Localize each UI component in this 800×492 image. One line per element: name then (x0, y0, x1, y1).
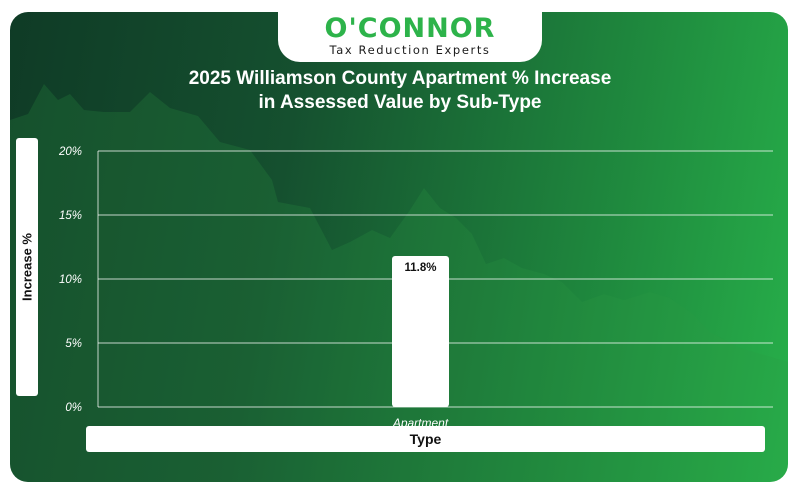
bar-data-label: 11.8% (405, 262, 437, 274)
y-tick-label: 15% (59, 210, 82, 222)
y-axis-label-box (16, 138, 38, 396)
y-tick-label: 5% (65, 338, 82, 350)
chart-title: 2025 Williamson County Apartment % Incre… (100, 67, 700, 115)
y-tick-label: 20% (58, 146, 82, 158)
y-tick-label: 0% (65, 402, 82, 414)
chart-title-line-1: 2025 Williamson County Apartment % Incre… (188, 68, 612, 89)
bar-apartment (392, 255, 449, 407)
brand-tagline: Tax Reduction Experts (329, 43, 491, 57)
brand-logo: O'CONNOR Tax Reduction Experts (278, 12, 542, 62)
y-tick-label: 10% (59, 274, 82, 286)
chart-title-line-2: in Assessed Value by Sub-Type (258, 92, 542, 113)
brand-name: O'CONNOR (324, 13, 496, 44)
x-axis-label: Type (86, 426, 765, 452)
